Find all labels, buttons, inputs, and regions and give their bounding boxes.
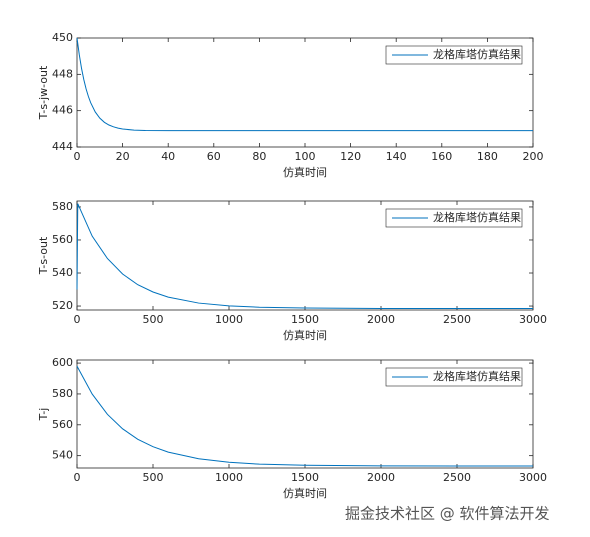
- x-tick-label: 120: [340, 150, 361, 163]
- y-tick-label: 560: [52, 418, 73, 431]
- x-tick-label: 2500: [443, 313, 471, 326]
- x-tick-label: 0: [74, 471, 81, 484]
- y-axis-label: T-s-jw-out: [37, 65, 50, 120]
- y-tick-label: 560: [52, 233, 73, 246]
- data-line: [76, 37, 533, 132]
- y-tick-label: 580: [52, 200, 73, 213]
- legend-box: [385, 45, 523, 65]
- y-axis-label: T-s-out: [37, 236, 50, 275]
- x-tick-label: 180: [477, 150, 498, 163]
- x-tick-label: 2500: [443, 471, 471, 484]
- x-tick-label: 80: [252, 150, 266, 163]
- data-line: [76, 203, 533, 310]
- legend-label: 龙格库塔仿真结果: [433, 47, 521, 61]
- y-tick-label: 540: [52, 449, 73, 462]
- y-tick-label: 520: [52, 299, 73, 312]
- x-tick-label: 1000: [215, 313, 243, 326]
- y-axis-label: T-j: [37, 408, 50, 422]
- y-tick-label: 580: [52, 387, 73, 400]
- legend-box: [385, 367, 523, 387]
- legend-label: 龙格库塔仿真结果: [433, 210, 521, 224]
- x-axis-label: 仿真时间: [283, 165, 327, 179]
- y-tick-label: 600: [52, 356, 73, 369]
- x-tick-label: 500: [143, 471, 164, 484]
- x-axis-label: 仿真时间: [283, 486, 327, 500]
- x-tick-label: 1500: [291, 313, 319, 326]
- x-tick-label: 1500: [291, 471, 319, 484]
- data-line: [76, 365, 533, 467]
- y-tick-label: 444: [52, 140, 73, 153]
- x-tick-label: 0: [74, 313, 81, 326]
- y-tick-label: 446: [52, 104, 73, 117]
- legend-label: 龙格库塔仿真结果: [433, 369, 521, 383]
- x-tick-label: 1000: [215, 471, 243, 484]
- legend-box: [385, 208, 523, 228]
- x-tick-label: 2000: [367, 313, 395, 326]
- watermark: 掘金技术社区 @ 软件算法开发: [345, 505, 550, 523]
- y-tick-label: 450: [52, 31, 73, 44]
- x-tick-label: 0: [74, 150, 81, 163]
- x-tick-label: 500: [143, 313, 164, 326]
- x-tick-label: 140: [386, 150, 407, 163]
- x-tick-label: 20: [116, 150, 130, 163]
- x-tick-label: 3000: [519, 471, 547, 484]
- x-tick-label: 60: [207, 150, 221, 163]
- y-tick-label: 448: [52, 67, 73, 80]
- x-tick-label: 40: [161, 150, 175, 163]
- y-tick-label: 540: [52, 266, 73, 279]
- x-tick-label: 2000: [367, 471, 395, 484]
- x-tick-label: 200: [523, 150, 544, 163]
- x-axis-label: 仿真时间: [283, 328, 327, 342]
- x-tick-label: 3000: [519, 313, 547, 326]
- x-tick-label: 100: [295, 150, 316, 163]
- x-tick-label: 160: [431, 150, 452, 163]
